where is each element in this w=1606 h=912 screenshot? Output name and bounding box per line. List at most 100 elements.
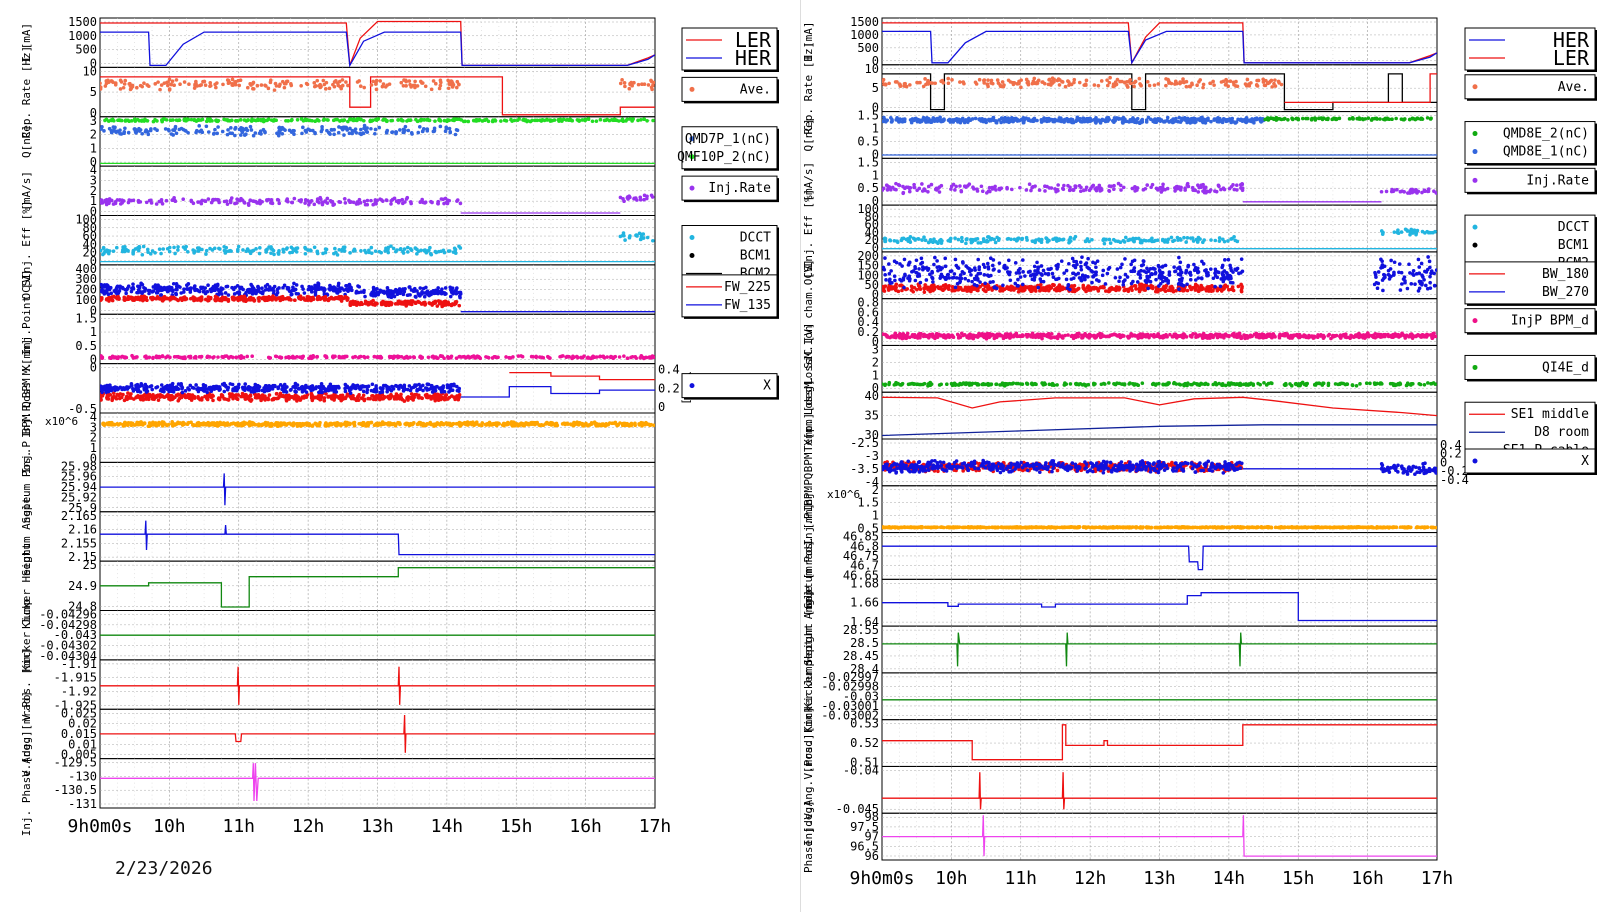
data-point-Xb <box>272 383 277 388</box>
data-point-Inj.Rate2 <box>632 197 636 201</box>
series-group <box>100 76 655 116</box>
data-point-Inj.Rate <box>338 200 343 205</box>
data-point-QMF10P_2 <box>586 117 591 121</box>
legend-label: Inj.Rate <box>708 181 771 196</box>
data-point-QMF10P_2 <box>390 118 395 123</box>
data-point-DCCT <box>192 251 196 255</box>
data-point-Ave. <box>213 82 217 87</box>
data-point-Q <box>177 421 182 426</box>
x-tick-label: 17h <box>639 816 672 837</box>
data-point-QMF10P_2 <box>396 118 401 122</box>
data-point-Inj.Rate <box>389 202 393 206</box>
data-point-Xr <box>144 397 149 401</box>
data-point-Ave. <box>118 87 123 91</box>
data-point-Xr <box>439 395 444 399</box>
data-point-Xr <box>118 392 123 396</box>
y-axis-label: Inj.P BPM X[mm] <box>20 339 33 438</box>
data-point-Ave. <box>420 81 425 85</box>
data-point-Xb <box>343 389 348 394</box>
data-point-DCCT <box>448 249 452 253</box>
data-point-QMF10P_2 <box>192 117 197 122</box>
data-point-Xb <box>253 385 257 389</box>
data-point-DCCT <box>150 249 155 253</box>
y2-tick-label: 0.4 <box>658 363 680 377</box>
data-point-Xb <box>109 388 113 392</box>
data-point-QMD7P_1 <box>326 130 331 135</box>
data-point-QMF10P_2 <box>109 118 113 122</box>
data-point-Q <box>418 420 422 425</box>
data-point-Inj.Rate <box>100 201 105 205</box>
data-point-Ave. <box>358 84 363 88</box>
data-point-Q <box>596 423 601 428</box>
data-point-QMF10P_2 <box>502 118 507 123</box>
data-point-Ave. <box>314 84 318 88</box>
series-line-VA <box>100 714 655 753</box>
data-point-Xr <box>117 396 122 401</box>
data-point-Inj.Rate <box>403 200 407 204</box>
data-point-FW_135 <box>249 282 253 287</box>
data-point-FW_135 <box>174 281 179 286</box>
y2-tick-label: 0.2 <box>658 381 680 395</box>
data-point-DCCT2 <box>641 232 646 236</box>
data-point-Ave. <box>423 84 428 89</box>
data-point-FW_135 <box>239 285 244 290</box>
data-point-Ave. <box>652 80 655 85</box>
data-point-Ave. <box>135 85 139 90</box>
data-point-FW_135 <box>147 291 151 296</box>
data-point-FW_225 <box>162 294 167 299</box>
data-point-Q <box>527 422 531 427</box>
data-point-Loss <box>591 354 595 359</box>
data-point-Xr <box>154 394 159 398</box>
y-tick-label: -130.5 <box>54 783 97 797</box>
data-point-Q <box>521 423 526 428</box>
data-point-FW_135 <box>187 287 191 291</box>
data-point-Loss <box>504 355 508 359</box>
series-group <box>100 763 655 802</box>
data-point-Xb <box>348 391 353 395</box>
y-tick-label: 24.9 <box>68 579 97 593</box>
data-point-Loss <box>379 355 384 360</box>
data-point-Ave. <box>282 85 287 90</box>
data-point-DCCT <box>401 249 405 254</box>
series-group <box>100 714 655 753</box>
y-tick-label: 0 <box>90 205 97 219</box>
data-point-FW_225 <box>250 297 254 301</box>
data-point-Loss <box>193 354 198 359</box>
data-point-Xr <box>332 392 336 397</box>
data-point-Q <box>182 422 187 426</box>
data-point-FW_225 <box>299 296 304 301</box>
data-point-Ave. <box>623 84 627 89</box>
data-point-Q <box>344 423 348 428</box>
data-point-QMD7P_1 <box>226 128 230 132</box>
data-point-Loss <box>494 355 499 360</box>
data-point-FW_225b <box>348 300 353 304</box>
data-point-QMF10P_2 <box>112 118 116 123</box>
data-point-FW_135 <box>176 284 181 289</box>
data-point-DCCT <box>167 245 172 250</box>
data-point-Ave. <box>457 82 461 87</box>
data-point-QMF10P_2 <box>229 118 234 123</box>
data-point-Xr <box>110 398 114 403</box>
legend-label: LER <box>735 28 772 52</box>
data-point-QMF10P_2 <box>123 119 128 123</box>
data-point-FW_225 <box>243 296 248 301</box>
data-point-Loss <box>333 354 337 359</box>
data-point-FW_225b <box>351 302 356 306</box>
data-point-QMD7P_1 <box>126 130 131 135</box>
data-point-Inj.Rate <box>298 199 303 203</box>
data-point-Xb <box>413 383 417 387</box>
data-point-Xb <box>378 386 383 390</box>
data-point-FW_135 <box>314 286 319 291</box>
data-point-Loss <box>418 354 423 359</box>
y-tick-label: 0 <box>90 106 97 120</box>
data-point-Xb <box>365 390 369 395</box>
data-point-DCCT <box>306 248 310 252</box>
data-point-Ave. <box>170 79 175 84</box>
data-point-Q <box>534 421 539 425</box>
data-point-Xb <box>103 385 107 390</box>
data-point-Inj.Rate <box>104 202 109 207</box>
data-point-Xr <box>309 391 314 396</box>
data-point-FW_135 <box>260 286 264 290</box>
